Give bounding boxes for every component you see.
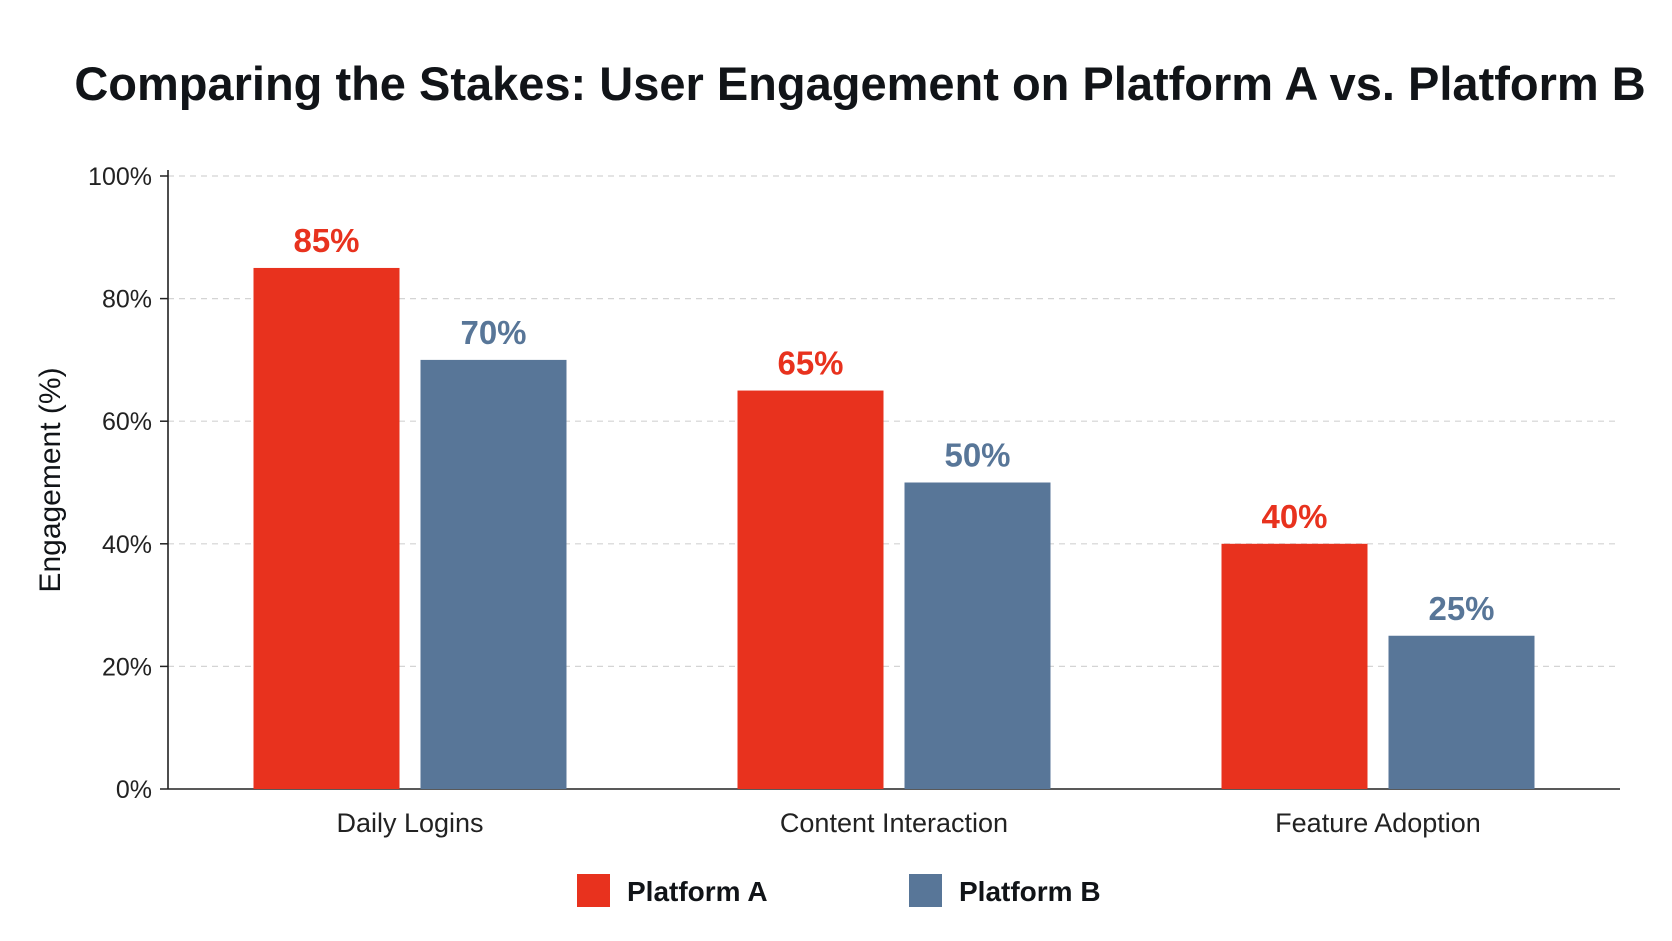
axes: 0% 20% 40% 60% 80% 100% Daily Logins Content In… (88, 163, 1620, 838)
data-labels: 85% 70% 65% 50% 40% 25% (293, 222, 1494, 627)
chart-title: Comparing the Stakes: User Engagement on… (74, 57, 1645, 110)
y-tick-label: 80% (102, 286, 152, 314)
y-tick-label: 40% (102, 531, 152, 559)
legend-label: Platform B (959, 876, 1101, 907)
bar-platform-b (1388, 635, 1535, 789)
gridlines (168, 175, 1620, 668)
bar-value-label: 65% (777, 345, 843, 382)
bar-platform-b (420, 359, 567, 789)
legend: Platform A Platform B (577, 874, 1101, 907)
bar-value-label: 50% (944, 437, 1010, 474)
x-category-label: Daily Logins (336, 808, 483, 838)
y-axis-label: Engagement (%) (34, 367, 67, 592)
y-tick-label: 100% (88, 163, 152, 191)
y-tick-label: 0% (116, 776, 152, 804)
bar-value-label: 70% (460, 314, 526, 351)
bar-value-label: 85% (293, 222, 359, 259)
bar-platform-a (1221, 543, 1368, 789)
y-tick-label: 20% (102, 653, 152, 681)
bar-platform-a (737, 390, 884, 789)
legend-label: Platform A (627, 876, 768, 907)
bar-value-label: 25% (1428, 590, 1494, 627)
bar-value-label: 40% (1261, 498, 1327, 535)
x-category-label: Feature Adoption (1275, 808, 1481, 838)
bar-platform-b (904, 482, 1051, 789)
legend-swatch (577, 874, 610, 907)
legend-swatch (909, 874, 942, 907)
bar-platform-a (253, 267, 400, 789)
x-category-label: Content Interaction (780, 808, 1008, 838)
bars (253, 267, 1535, 789)
y-tick-label: 60% (102, 408, 152, 436)
